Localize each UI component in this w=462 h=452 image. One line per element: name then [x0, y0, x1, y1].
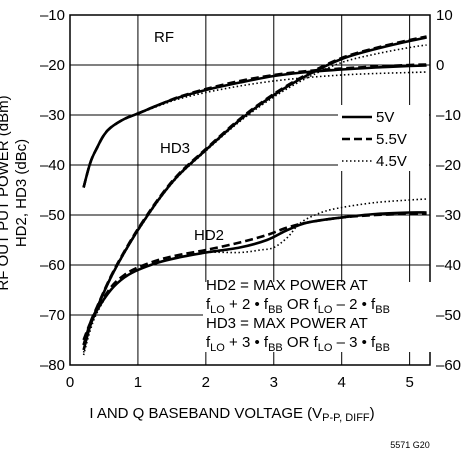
series-line-rf-4-5v	[82, 71, 427, 188]
annotation-background	[203, 282, 431, 352]
y-right-tick-label: –50	[436, 307, 461, 324]
legend-label-4-5v: 4.5V	[376, 153, 407, 170]
y-left-tick-label: –40	[40, 157, 65, 174]
y-left-tick-label: –80	[40, 357, 65, 374]
legend-label-5v: 5V	[376, 109, 394, 126]
x-tick-label: 2	[202, 374, 210, 391]
x-tick-label: 3	[270, 374, 278, 391]
y-left-tick-label: –50	[40, 207, 65, 224]
y-left-tick-label: –30	[40, 107, 65, 124]
label-rf: RF	[154, 29, 174, 46]
y-axis-title-left: HD2, HD3 (dBc)	[13, 139, 30, 247]
x-tick-label: 5	[405, 374, 413, 391]
y-right-tick-label: –40	[436, 257, 461, 274]
y-left-tick-label: –10	[40, 7, 65, 24]
series-line-hd3-4-5v	[82, 44, 427, 353]
label-hd3: HD3	[160, 140, 190, 157]
y-left-tick-label: –20	[40, 57, 65, 74]
y-right-tick-label: –10	[436, 107, 461, 124]
y-left-tick-label: –60	[40, 257, 65, 274]
tick-labels: 0 1 2 3 4 5 –80 –70 –60 –50 –40 –30 –20 –10 –60 –50 –40 –…	[40, 7, 461, 391]
plot-frame	[69, 14, 431, 366]
x-tick-label: 0	[66, 374, 74, 391]
y-right-tick-label: –30	[436, 207, 461, 224]
legend: 5V 5.5V 4.5V	[338, 105, 429, 171]
x-tick-label: 4	[338, 374, 346, 391]
series-line-hd2-4-5v	[82, 198, 427, 356]
y-left-tick-label: –70	[40, 307, 65, 324]
annotation-box: HD2 = MAX POWER AT fLO + 2 • fBB OR fLO …	[203, 277, 431, 354]
label-hd2: HD2	[194, 227, 224, 244]
y-right-tick-label: –60	[436, 357, 461, 374]
legend-label-5-5v: 5.5V	[376, 131, 407, 148]
annotation-line-1: HD2 = MAX POWER AT	[206, 277, 368, 294]
annotation-line-2: fLO + 2 • fBB OR fLO – 2 • fBB	[206, 296, 390, 316]
series-line-hd2-5-5v	[82, 212, 427, 341]
y-right-tick-label: 0	[436, 57, 444, 74]
annotation-line-3: HD3 = MAX POWER AT	[206, 315, 368, 332]
x-axis-title: I AND Q BASEBAND VOLTAGE (VP-P, DIFF)	[89, 405, 374, 424]
series-layer	[82, 35, 427, 356]
figure-id: 5571 G20	[390, 440, 430, 450]
x-tick-label: 1	[134, 374, 142, 391]
y-right-tick-label: 10	[436, 7, 453, 24]
annotation-line-4: fLO + 3 • fBB OR fLO – 3 • fBB	[206, 334, 390, 354]
y-axis-title-left-cut: RF OUT PUT POWER (dBm)	[0, 95, 12, 290]
y-right-tick-label: –20	[436, 157, 461, 174]
